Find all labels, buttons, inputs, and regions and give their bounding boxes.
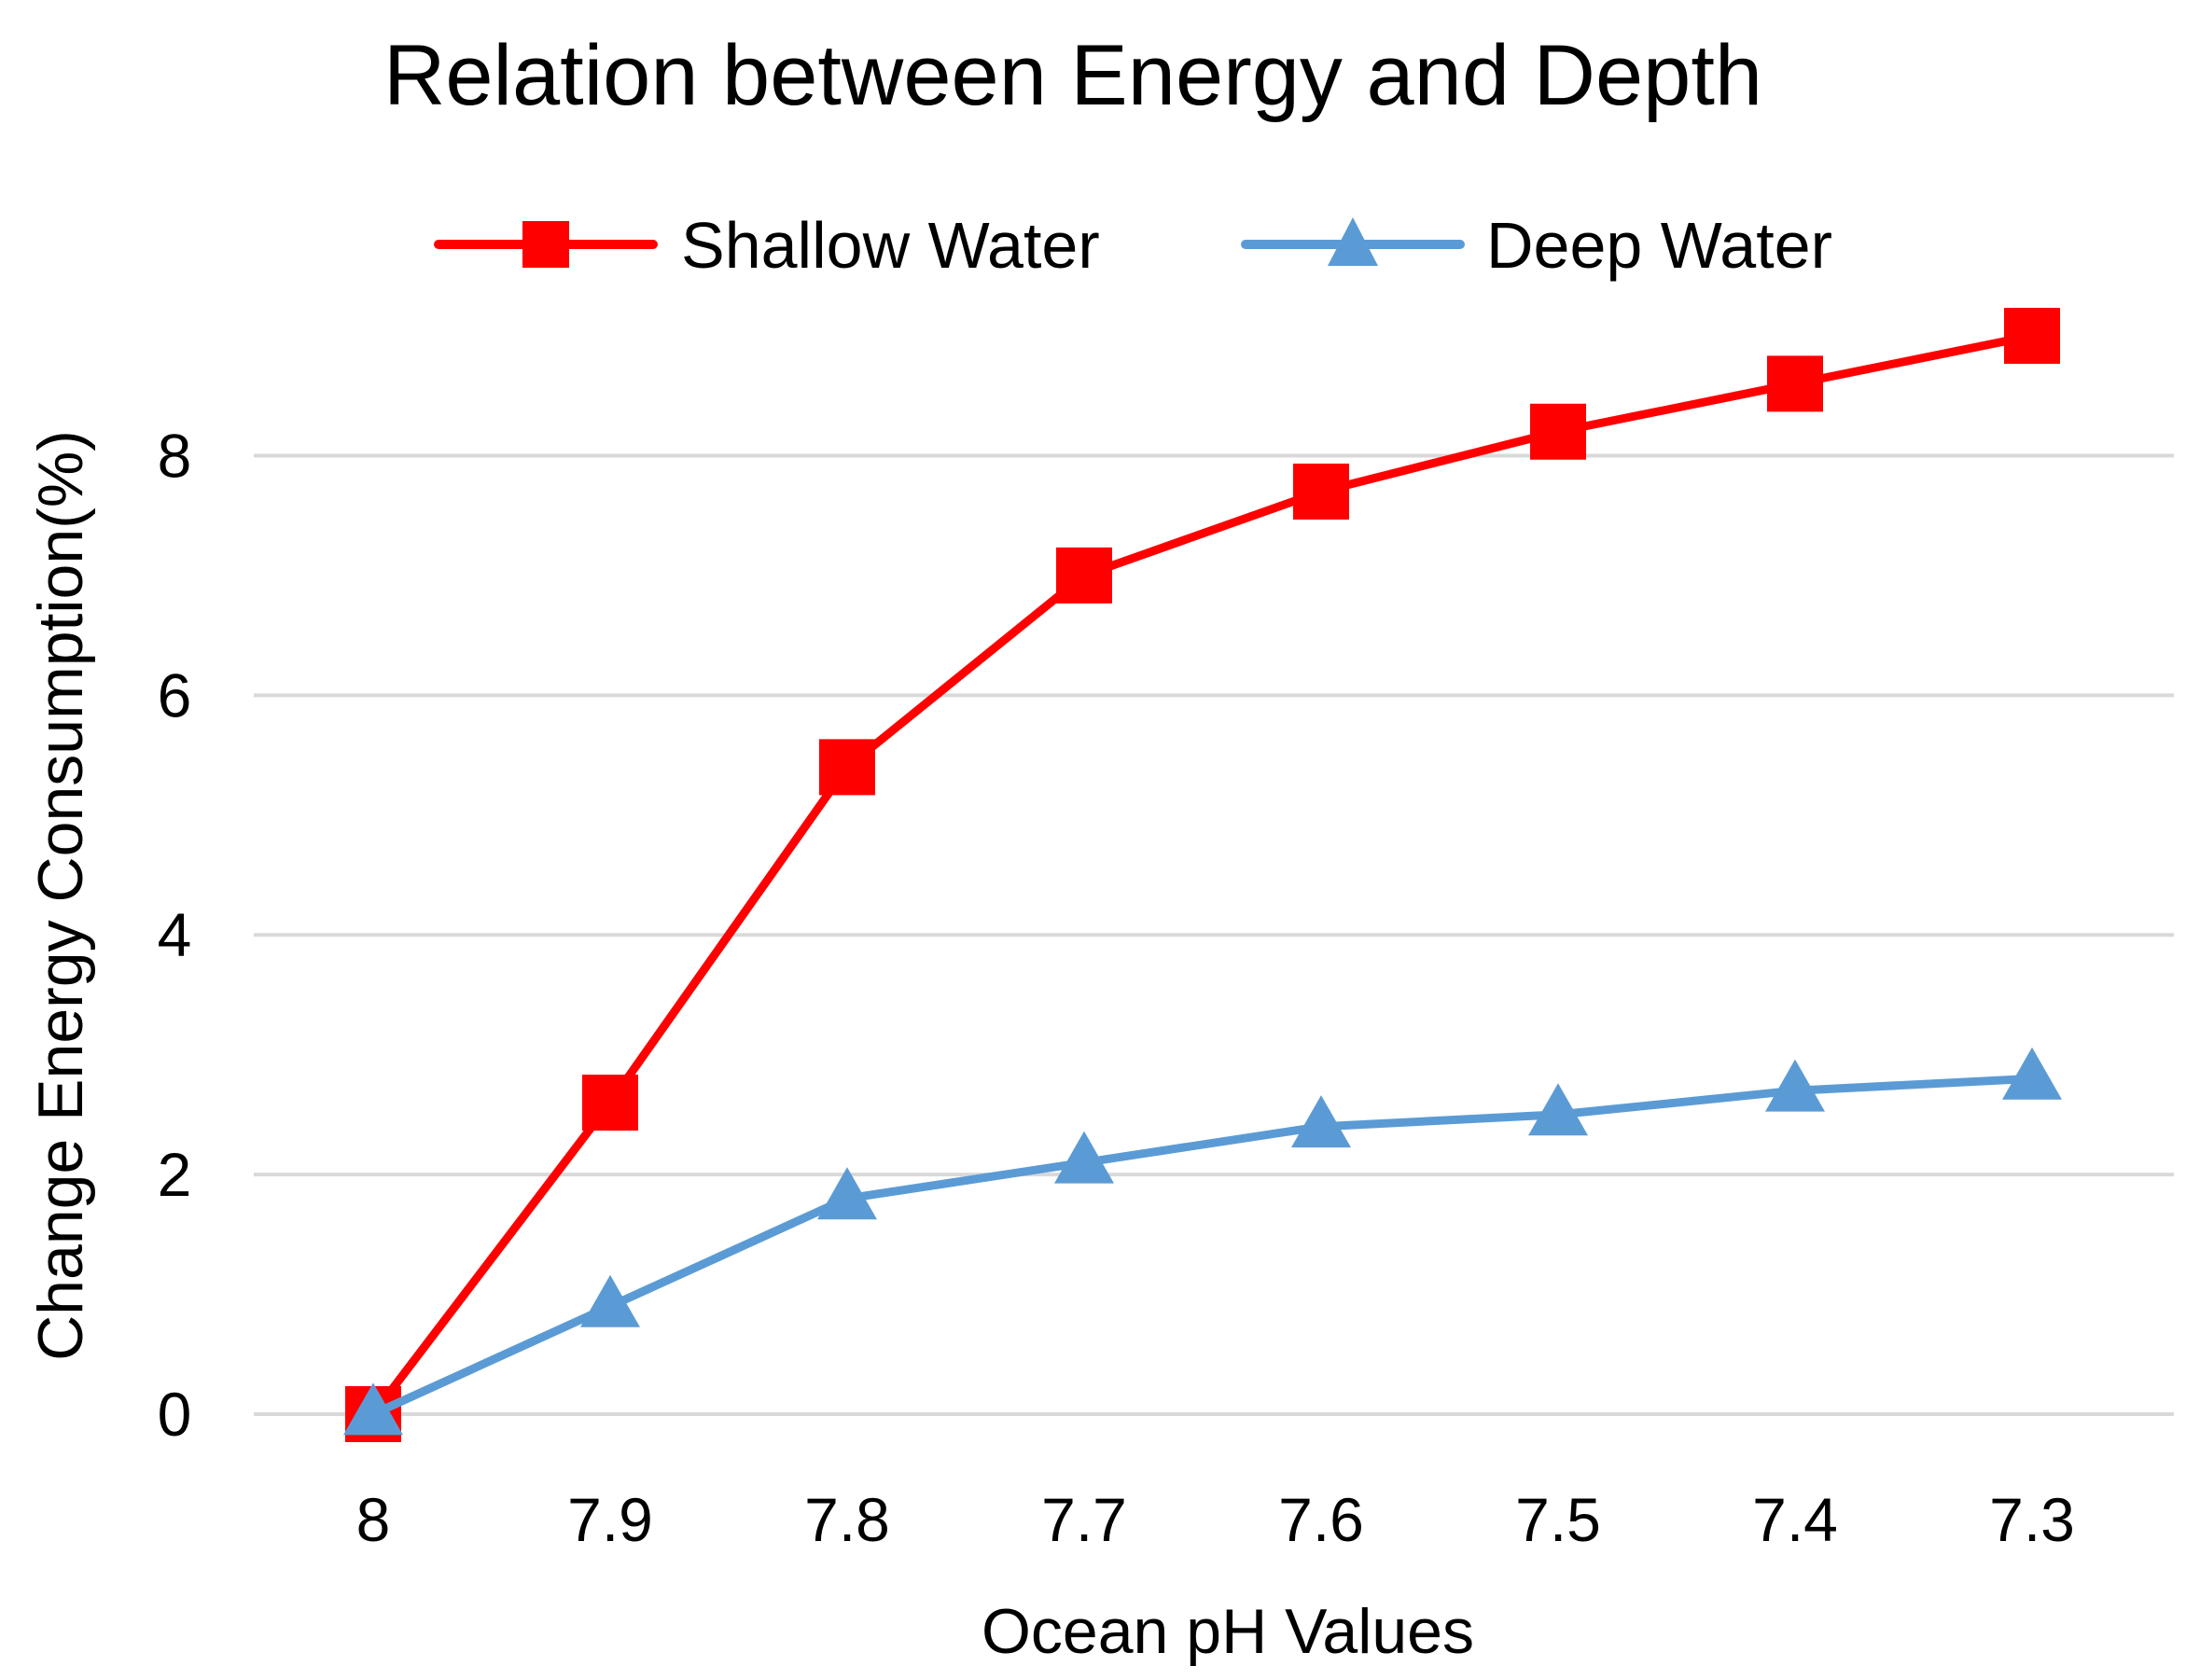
y-tick-label: 0 bbox=[158, 1380, 192, 1449]
chart-title: Relation between Energy and Depth bbox=[383, 28, 1762, 123]
legend-marker-deep-water bbox=[1328, 217, 1378, 266]
series bbox=[343, 308, 2062, 1442]
legend-item-deep-water: Deep Water bbox=[1241, 209, 1832, 282]
data-point-shallow-water bbox=[819, 739, 875, 796]
series-deep-water bbox=[343, 1047, 2062, 1436]
series-shallow-water bbox=[345, 308, 2060, 1442]
x-tick-label: 8 bbox=[356, 1485, 391, 1554]
data-point-deep-water bbox=[1291, 1095, 1351, 1148]
data-point-shallow-water bbox=[1293, 463, 1349, 520]
x-tick-label: 7.5 bbox=[1515, 1485, 1601, 1554]
legend-item-shallow-water: Shallow Water bbox=[434, 209, 1100, 282]
y-tick-label: 4 bbox=[158, 900, 192, 969]
gridlines bbox=[254, 453, 2174, 1416]
data-point-deep-water bbox=[580, 1274, 640, 1327]
x-tick-label: 7.9 bbox=[567, 1485, 653, 1554]
y-tick-label: 2 bbox=[158, 1140, 192, 1209]
x-tick-label: 7.6 bbox=[1278, 1485, 1364, 1554]
legend: Shallow Water Deep Water bbox=[434, 209, 1832, 282]
y-axis-ticks: 0 2 4 6 8 bbox=[158, 421, 192, 1449]
data-point-shallow-water bbox=[582, 1075, 638, 1132]
data-point-deep-water bbox=[817, 1167, 877, 1220]
data-point-shallow-water bbox=[1767, 355, 1823, 412]
x-tick-label: 7.3 bbox=[1989, 1485, 2075, 1554]
x-tick-label: 7.4 bbox=[1752, 1485, 1838, 1554]
x-tick-label: 7.7 bbox=[1041, 1485, 1127, 1554]
legend-label-shallow-water: Shallow Water bbox=[681, 209, 1100, 282]
x-axis-ticks: 8 7.9 7.8 7.7 7.6 7.5 7.4 7.3 bbox=[356, 1485, 2075, 1554]
y-tick-label: 8 bbox=[158, 421, 192, 490]
data-point-shallow-water bbox=[2004, 308, 2060, 364]
legend-label-deep-water: Deep Water bbox=[1486, 209, 1832, 282]
x-tick-label: 7.8 bbox=[804, 1485, 890, 1554]
y-axis-title: Change Energy Consumption(%) bbox=[25, 430, 96, 1361]
data-point-deep-water bbox=[2002, 1047, 2062, 1100]
data-point-shallow-water bbox=[1530, 403, 1586, 460]
series-line-deep-water bbox=[369, 1074, 2037, 1419]
y-tick-label: 6 bbox=[158, 660, 192, 729]
data-point-deep-water bbox=[343, 1382, 403, 1436]
data-point-deep-water bbox=[1765, 1059, 1825, 1112]
series-line-shallow-water bbox=[369, 331, 2037, 1419]
data-point-shallow-water bbox=[1056, 547, 1112, 604]
x-axis-title: Ocean pH Values bbox=[982, 1596, 1474, 1667]
data-point-deep-water bbox=[1528, 1083, 1588, 1136]
legend-marker-shallow-water bbox=[522, 221, 569, 268]
data-point-deep-water bbox=[1054, 1131, 1114, 1184]
